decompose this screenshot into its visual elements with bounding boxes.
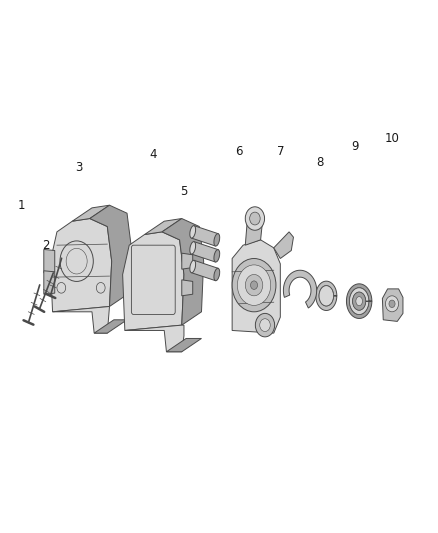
Ellipse shape (319, 286, 334, 306)
Text: 9: 9 (351, 140, 359, 153)
Polygon shape (53, 306, 110, 333)
Text: 8: 8 (316, 156, 323, 169)
Ellipse shape (190, 225, 196, 238)
Polygon shape (50, 219, 112, 312)
Circle shape (385, 296, 399, 312)
Polygon shape (44, 249, 55, 273)
Text: 4: 4 (149, 148, 157, 161)
Circle shape (245, 274, 263, 296)
Polygon shape (90, 205, 131, 306)
Polygon shape (274, 232, 293, 259)
Polygon shape (191, 260, 218, 281)
Ellipse shape (356, 296, 362, 306)
Circle shape (389, 300, 395, 308)
Text: 2: 2 (42, 239, 50, 252)
Circle shape (250, 212, 260, 225)
Ellipse shape (214, 233, 220, 246)
Polygon shape (232, 240, 280, 333)
Polygon shape (94, 320, 127, 333)
Polygon shape (125, 325, 184, 352)
Polygon shape (191, 225, 218, 246)
Circle shape (232, 259, 276, 312)
Text: 5: 5 (180, 185, 187, 198)
Text: 7: 7 (276, 146, 284, 158)
Polygon shape (182, 253, 193, 269)
Ellipse shape (214, 249, 220, 262)
Circle shape (237, 265, 271, 305)
Text: 1: 1 (17, 199, 25, 212)
Polygon shape (123, 232, 184, 330)
Polygon shape (382, 289, 403, 321)
Polygon shape (191, 241, 218, 262)
Text: 3: 3 (75, 161, 82, 174)
Circle shape (260, 319, 270, 332)
Ellipse shape (190, 241, 196, 254)
Polygon shape (350, 288, 369, 314)
Ellipse shape (353, 292, 366, 310)
Circle shape (251, 281, 258, 289)
Polygon shape (162, 219, 204, 325)
Polygon shape (316, 281, 337, 310)
Ellipse shape (190, 260, 196, 273)
Polygon shape (346, 284, 372, 318)
Polygon shape (182, 280, 193, 296)
Polygon shape (145, 219, 182, 235)
Polygon shape (72, 205, 110, 221)
Circle shape (255, 313, 275, 337)
Polygon shape (283, 270, 317, 308)
Ellipse shape (214, 268, 220, 281)
Polygon shape (245, 219, 263, 245)
Polygon shape (166, 338, 201, 352)
Polygon shape (44, 271, 55, 294)
Text: 6: 6 (235, 146, 243, 158)
Text: 10: 10 (385, 132, 399, 145)
Circle shape (245, 207, 265, 230)
